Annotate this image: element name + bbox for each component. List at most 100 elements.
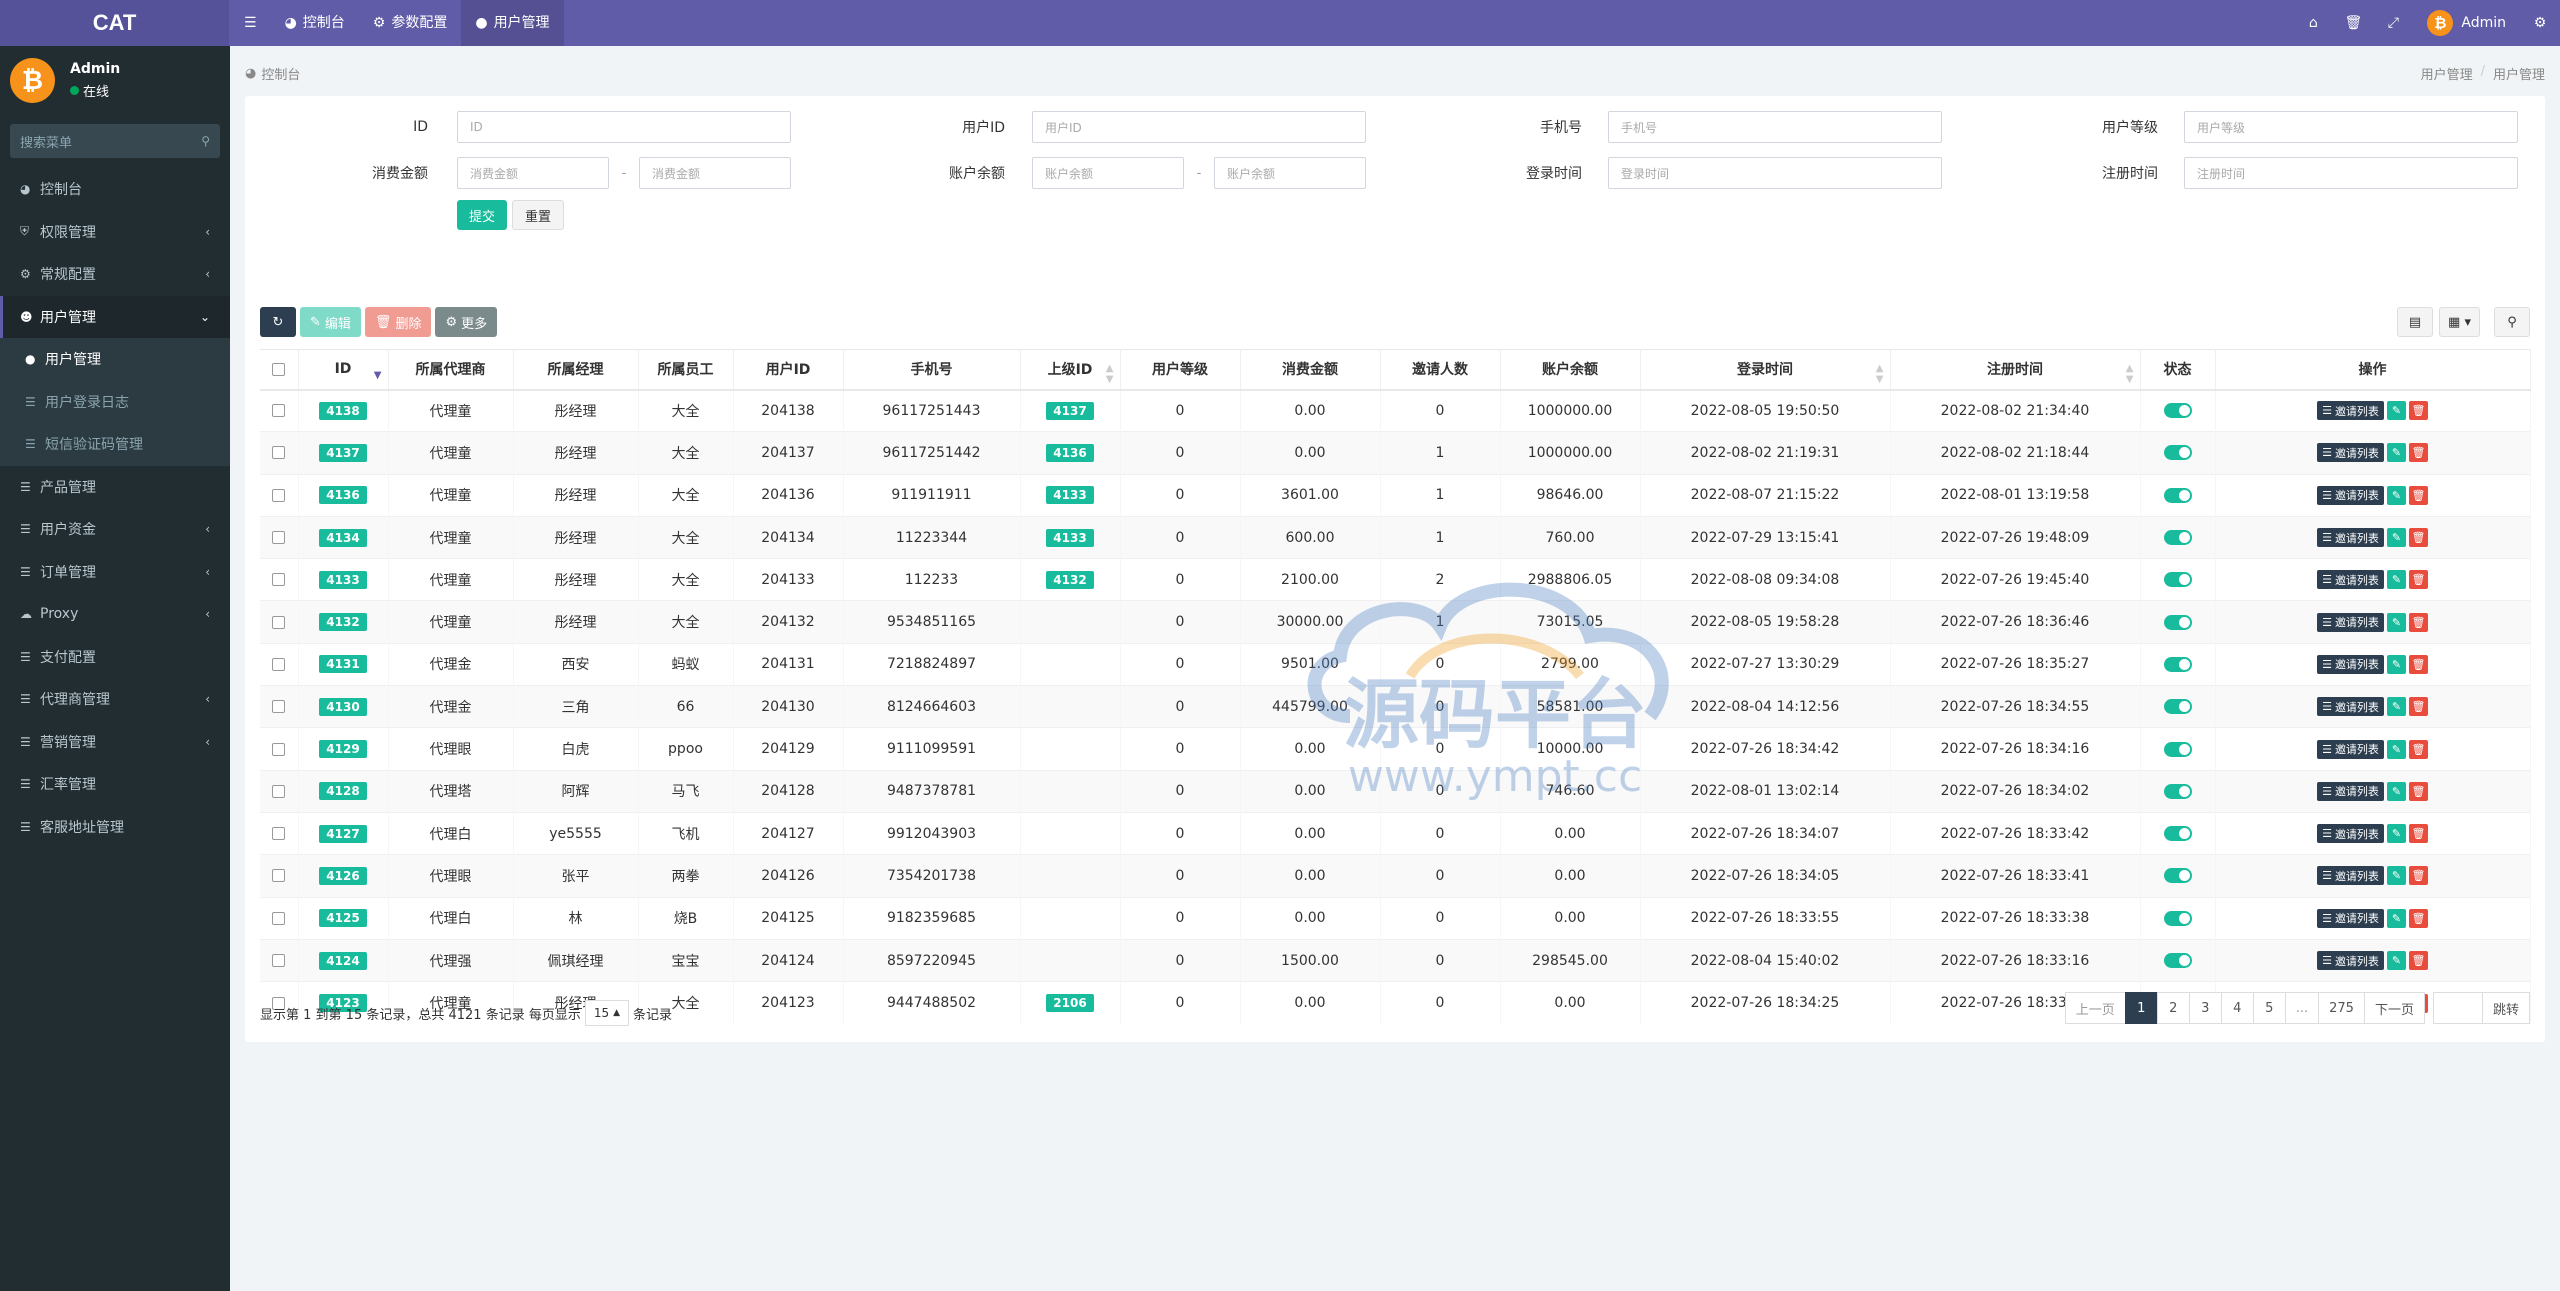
row-checkbox[interactable] xyxy=(272,742,286,756)
user-menu[interactable]: ₿ Admin xyxy=(2413,0,2520,46)
id-badge[interactable]: 4130 xyxy=(319,697,367,716)
delete-row-button[interactable]: 🗑 xyxy=(2408,612,2428,632)
id-badge[interactable]: 4125 xyxy=(319,909,367,928)
table-row[interactable]: 4129 代理眼 白虎 ppoo 204129 9111099591 0 0.00 0 10000… xyxy=(260,727,2531,771)
delete-row-button[interactable]: 🗑 xyxy=(2408,485,2428,505)
id-badge[interactable]: 4133 xyxy=(319,570,367,589)
sort-icon[interactable]: ▲ ▼ xyxy=(1105,363,1114,385)
spend-to-input[interactable]: 消费金额 xyxy=(639,157,791,189)
table-row[interactable]: 4138 代理童 彤经理 大全 204138 96117251443 4137 0 0.00 0 1… xyxy=(260,388,2531,432)
column-header[interactable]: 登录时间 ▲ ▼ xyxy=(1640,349,1891,391)
sidebar-item-general-config[interactable]: ⚙ 常规配置 ‹ xyxy=(0,253,230,296)
invite-list-button[interactable]: ☰邀请列表 xyxy=(2317,824,2384,844)
table-row[interactable]: 4136 代理童 彤经理 大全 204136 911911911 4133 0 3601.00 1… xyxy=(260,473,2531,517)
delete-row-button[interactable]: 🗑 xyxy=(2408,781,2428,801)
invite-list-button[interactable]: ☰邀请列表 xyxy=(2317,401,2384,421)
edit-row-button[interactable]: ✎ xyxy=(2386,951,2406,970)
sidebar-subitem-sms-codes[interactable]: ☰ 短信验证码管理 xyxy=(0,423,230,466)
row-checkbox[interactable] xyxy=(272,615,286,629)
search-toggle-button[interactable]: ⚲ xyxy=(2494,307,2530,337)
invite-list-button[interactable]: ☰邀请列表 xyxy=(2317,485,2384,505)
invite-list-button[interactable]: ☰邀请列表 xyxy=(2317,570,2384,590)
column-header[interactable]: ID ▼ xyxy=(298,349,389,391)
parent-id-badge[interactable]: 4136 xyxy=(1046,443,1094,462)
refresh-button[interactable]: ↻ xyxy=(260,307,296,337)
sidebar-item-exchange-rate[interactable]: ☰ 汇率管理 xyxy=(0,763,230,806)
login-time-input[interactable]: 登录时间 xyxy=(1608,157,1942,189)
id-badge[interactable]: 4123 xyxy=(319,994,367,1013)
toggle-view-button[interactable]: ▤ xyxy=(2397,307,2434,337)
invite-list-button[interactable]: ☰邀请列表 xyxy=(2317,612,2384,632)
edit-row-button[interactable]: ✎ xyxy=(2386,866,2406,886)
sidebar-item-payment-config[interactable]: ☰ 支付配置 xyxy=(0,636,230,679)
id-badge[interactable]: 4138 xyxy=(319,401,367,420)
submit-button[interactable]: 提交 xyxy=(457,200,507,230)
invite-list-button[interactable]: ☰邀请列表 xyxy=(2317,739,2384,759)
edit-row-button[interactable]: ✎ xyxy=(2386,612,2406,632)
row-checkbox[interactable] xyxy=(272,869,286,883)
edit-row-button[interactable]: ✎ xyxy=(2386,570,2406,590)
delete-button[interactable]: 🗑 删除 xyxy=(364,307,432,337)
column-header[interactable]: 上级ID ▲ ▼ xyxy=(1020,349,1121,391)
delete-row-button[interactable]: 🗑 xyxy=(2408,866,2428,886)
phone-input[interactable]: 手机号 xyxy=(1608,111,1942,143)
sidebar-item-orders[interactable]: ☰ 订单管理 ‹ xyxy=(0,551,230,594)
id-badge[interactable]: 4134 xyxy=(319,528,367,547)
delete-row-button[interactable]: 🗑 xyxy=(2408,697,2428,717)
page-button[interactable]: 2 xyxy=(2156,992,2190,1024)
delete-row-button[interactable]: 🗑 xyxy=(2408,401,2428,421)
sidebar-subitem-users[interactable]: ● 用户管理 xyxy=(0,338,230,381)
row-checkbox[interactable] xyxy=(272,573,286,587)
row-checkbox[interactable] xyxy=(272,996,286,1010)
sidebar-item-products[interactable]: ☰ 产品管理 xyxy=(0,466,230,509)
table-row[interactable]: 4124 代理强 佩琪经理 宝宝 204124 8597220945 0 1500.00 0 29… xyxy=(260,938,2531,982)
row-checkbox[interactable] xyxy=(272,827,286,841)
sort-icon[interactable]: ▲ ▼ xyxy=(1875,363,1884,385)
page-size-select[interactable]: 15 ▲ xyxy=(584,1000,630,1026)
invite-list-button[interactable]: ☰邀请列表 xyxy=(2317,908,2384,928)
page-button[interactable]: 3 xyxy=(2188,992,2222,1024)
id-badge[interactable]: 4126 xyxy=(319,866,367,885)
invite-list-button[interactable]: ☰邀请列表 xyxy=(2317,697,2384,717)
id-badge[interactable]: 4124 xyxy=(319,951,367,970)
row-checkbox[interactable] xyxy=(272,700,286,714)
status-toggle[interactable] xyxy=(2163,445,2192,461)
sort-desc-icon[interactable]: ▼ xyxy=(373,370,382,381)
id-badge[interactable]: 4128 xyxy=(319,782,367,801)
jump-page-input[interactable] xyxy=(2432,992,2483,1024)
sidebar-item-support-address[interactable]: ☰ 客服地址管理 xyxy=(0,806,230,849)
edit-row-button[interactable]: ✎ xyxy=(2386,401,2406,421)
trash-icon[interactable]: 🗑 xyxy=(2344,15,2363,31)
breadcrumb-home[interactable]: 控制台 xyxy=(261,68,301,83)
page-button[interactable]: 275 xyxy=(2318,992,2365,1024)
status-toggle[interactable] xyxy=(2163,403,2192,419)
sidebar-item-dashboard[interactable]: ◕ 控制台 xyxy=(0,168,230,211)
spend-from-input[interactable]: 消费金额 xyxy=(457,157,609,189)
delete-row-button[interactable]: 🗑 xyxy=(2408,908,2428,928)
page-button[interactable]: 1 xyxy=(2124,992,2158,1024)
delete-row-button[interactable]: 🗑 xyxy=(2408,739,2428,759)
table-row[interactable]: 4132 代理童 彤经理 大全 204132 9534851165 0 30000.00 1 73… xyxy=(260,600,2531,644)
edit-row-button[interactable]: ✎ xyxy=(2386,781,2406,801)
sidebar-toggle-button[interactable]: ☰ xyxy=(230,0,271,46)
sidebar-item-permissions[interactable]: ⛨ 权限管理 ‹ xyxy=(0,211,230,254)
invite-list-button[interactable]: ☰邀请列表 xyxy=(2317,951,2384,970)
parent-id-badge[interactable]: 4133 xyxy=(1046,486,1094,505)
row-checkbox[interactable] xyxy=(272,911,286,925)
edit-row-button[interactable]: ✎ xyxy=(2386,528,2406,548)
parent-id-badge[interactable]: 4137 xyxy=(1046,401,1094,420)
parent-id-badge[interactable]: 4133 xyxy=(1046,528,1094,547)
tab-user-management[interactable]: ● 用户管理 xyxy=(461,0,564,46)
status-toggle[interactable] xyxy=(2163,699,2192,715)
invite-list-button[interactable]: ☰邀请列表 xyxy=(2317,781,2384,801)
table-row[interactable]: 4137 代理童 彤经理 大全 204137 96117251442 4136 0 0.00 1 1… xyxy=(260,431,2531,475)
select-all-checkbox[interactable] xyxy=(272,362,286,376)
id-badge[interactable]: 4132 xyxy=(319,613,367,632)
edit-row-button[interactable]: ✎ xyxy=(2386,824,2406,844)
prev-page-button[interactable]: 上一页 xyxy=(2064,992,2126,1024)
table-row[interactable]: 4131 代理金 西安 蚂蚁 204131 7218824897 0 9501.00 0 2799… xyxy=(260,642,2531,686)
status-toggle[interactable] xyxy=(2163,910,2192,926)
tab-dashboard[interactable]: ◕ 控制台 xyxy=(271,0,359,46)
table-row[interactable]: 4134 代理童 彤经理 大全 204134 11223344 4133 0 600.00 1 76… xyxy=(260,515,2531,559)
sidebar-item-user-management[interactable]: ☻ 用户管理 ⌄ xyxy=(0,295,230,338)
